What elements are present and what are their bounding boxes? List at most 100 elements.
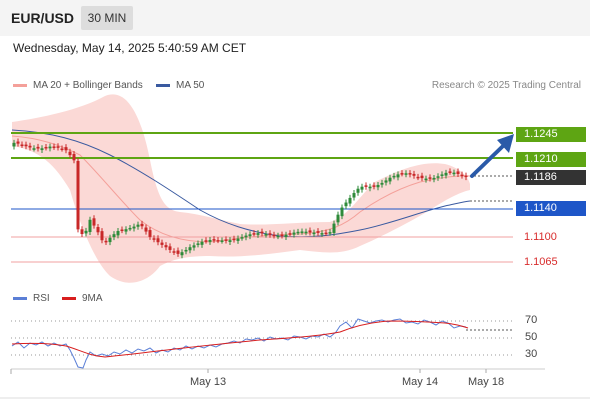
candle-body — [264, 233, 268, 236]
candle-body — [284, 234, 288, 237]
bollinger-band — [12, 94, 470, 283]
candle-body — [168, 246, 172, 250]
rsi-ma-line — [11, 320, 469, 358]
candle-body — [84, 230, 88, 234]
candle-body — [228, 240, 232, 242]
legend-item-9ma: 9MA — [62, 293, 103, 304]
candle-body — [444, 172, 448, 176]
candle-body — [204, 240, 208, 242]
level-label-1100: 1.1100 — [524, 231, 557, 243]
candle-body — [244, 235, 248, 238]
candle-body — [116, 231, 120, 236]
legend-label-ma20: MA 20 + Bollinger Bands — [33, 80, 143, 91]
candle-body — [288, 233, 292, 235]
candle-body — [272, 234, 276, 237]
candle-body — [144, 227, 148, 232]
rsi-tick-30: 30 — [525, 348, 538, 360]
candle-body — [440, 174, 444, 176]
x-label-may14: May 14 — [402, 376, 439, 388]
rsi-line — [11, 318, 467, 369]
candle-body — [320, 233, 324, 235]
level-label-1140: 1.1140 — [516, 201, 586, 216]
candle-body — [48, 146, 52, 149]
candle-body — [216, 240, 220, 242]
candle-body — [140, 223, 144, 227]
candle-body — [40, 148, 44, 151]
candle-body — [456, 171, 460, 174]
candle-body — [368, 186, 372, 189]
candle-body — [280, 234, 284, 237]
rsi-swatch — [13, 297, 27, 300]
ma20-swatch — [13, 84, 27, 87]
candle-body — [20, 144, 24, 147]
candle-body — [432, 177, 436, 180]
candle-body — [68, 151, 72, 156]
legend-item-ma20: MA 20 + Bollinger Bands — [13, 80, 143, 91]
forecast-arrow-head — [497, 134, 514, 153]
candle-body — [80, 229, 84, 235]
candle-body — [12, 142, 16, 147]
candle-body — [412, 173, 416, 176]
candle-body — [188, 247, 192, 251]
candle-body — [248, 234, 252, 237]
level-label-1210: 1.1210 — [516, 152, 586, 167]
candle-body — [32, 148, 36, 150]
legend-item-rsi: RSI — [13, 293, 50, 304]
candle-body — [360, 186, 364, 190]
candle-body — [56, 146, 60, 148]
candle-body — [268, 233, 272, 235]
candle-body — [300, 231, 304, 233]
candle-body — [172, 251, 176, 253]
legend-item-ma50: MA 50 — [156, 80, 204, 91]
credit-label: Research © 2025 Trading Central — [431, 80, 581, 91]
candle-body — [64, 147, 68, 151]
candle-body — [448, 171, 452, 173]
candle-body — [304, 231, 308, 234]
candle-body — [260, 231, 264, 234]
timeframe-button[interactable]: 30 MIN — [81, 6, 133, 30]
candle-body — [96, 227, 100, 233]
candle-body — [372, 185, 376, 187]
candle-body — [404, 173, 408, 175]
candle-body — [392, 175, 396, 178]
candle-body — [156, 238, 160, 243]
candle-body — [24, 144, 28, 147]
candle-body — [376, 184, 380, 188]
candle-body — [72, 153, 76, 161]
candle-body — [120, 229, 124, 232]
candle-body — [76, 160, 80, 230]
legend-label-rsi: RSI — [33, 293, 50, 304]
candle-body — [160, 242, 164, 245]
candle-body — [356, 188, 360, 193]
candle-body — [256, 233, 260, 235]
candle-body — [212, 239, 216, 241]
candle-body — [436, 176, 440, 178]
candle-body — [396, 174, 400, 178]
candle-body — [108, 237, 112, 243]
ma50-swatch — [156, 84, 170, 87]
candle-body — [252, 233, 256, 235]
candle-body — [224, 239, 228, 241]
candle-body — [292, 232, 296, 235]
candle-body — [388, 177, 392, 182]
candle-body — [380, 182, 384, 185]
candle-body — [312, 232, 316, 235]
candle-body — [192, 245, 196, 248]
x-label-may18: May 18 — [468, 376, 505, 388]
candle-body — [88, 219, 92, 233]
rsi-tick-70: 70 — [525, 314, 538, 326]
candle-body — [400, 173, 404, 175]
candle-body — [184, 249, 188, 252]
candle-body — [324, 232, 328, 235]
candle-body — [452, 172, 456, 175]
chart-header: EUR/USD 30 MIN — [0, 0, 590, 36]
candle-body — [132, 226, 136, 229]
candle-body — [28, 145, 32, 148]
candle-body — [460, 174, 464, 177]
candle-body — [364, 185, 368, 187]
9ma-swatch — [62, 297, 76, 300]
candle-body — [296, 231, 300, 234]
candle-body — [152, 238, 156, 240]
level-label-1245: 1.1245 — [516, 127, 586, 142]
candle-body — [136, 224, 140, 227]
